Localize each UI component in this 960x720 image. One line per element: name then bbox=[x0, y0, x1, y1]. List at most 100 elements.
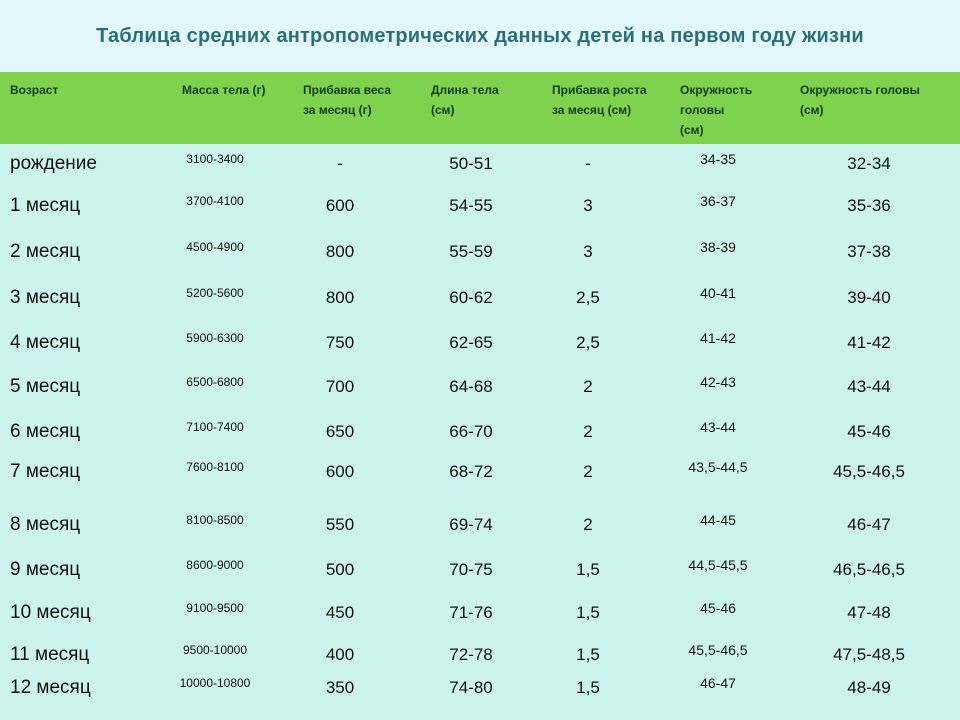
cell-age: 8 месяц bbox=[10, 514, 81, 535]
cell-mass: 10000-10800 bbox=[179, 676, 251, 690]
cell-head-circ-2: 41-42 bbox=[847, 333, 891, 352]
header-weight-gain-line1: Прибавка веса bbox=[303, 83, 392, 97]
table-row: 3 месяц 5200-5600 800 60-62 2,5 40-41 39… bbox=[0, 278, 960, 318]
header-length-line2: (см) bbox=[431, 103, 455, 117]
cell-length: 55-59 bbox=[449, 242, 493, 261]
table-row: 12 месяц 10000-10800 350 74-80 1,5 46-47… bbox=[0, 668, 960, 708]
cell-weight-gain: 800 bbox=[325, 288, 355, 307]
cell-age: 4 месяц bbox=[10, 332, 81, 353]
cell-length: 64-68 bbox=[449, 377, 493, 396]
header-age: Возраст bbox=[10, 80, 58, 100]
header-head-circ-1-line3: (см) bbox=[680, 123, 704, 137]
cell-length: 50-51 bbox=[449, 154, 493, 173]
cell-head-circ-1: 43-44 bbox=[700, 419, 736, 435]
header-height-gain: Прибавка роста за месяц (см) bbox=[552, 80, 647, 120]
cell-height-gain: 2,5 bbox=[576, 333, 600, 352]
table-row: 11 месяц 9500-10000 400 72-78 1,5 45,5-4… bbox=[0, 635, 960, 675]
header-head-circ-1-line1: Окружность bbox=[680, 83, 753, 97]
cell-head-circ-2: 47,5-48,5 bbox=[833, 645, 905, 664]
header-head-circ-1: Окружность головы (см) bbox=[680, 80, 752, 140]
cell-length: 69-74 bbox=[449, 515, 493, 534]
cell-age: рождение bbox=[10, 153, 97, 174]
cell-weight-gain: 750 bbox=[325, 333, 355, 352]
cell-height-gain: 1,5 bbox=[576, 678, 600, 697]
cell-head-circ-2: 45,5-46,5 bbox=[833, 462, 905, 481]
table-row: рождение 3100-3400 - 50-51 - 34-35 32-34 bbox=[0, 144, 960, 184]
cell-mass: 7100-7400 bbox=[186, 420, 244, 434]
cell-height-gain: 1,5 bbox=[576, 603, 600, 622]
cell-height-gain: 2 bbox=[583, 377, 593, 396]
cell-weight-gain: 800 bbox=[325, 242, 355, 261]
cell-height-gain: 1,5 bbox=[576, 560, 600, 579]
cell-mass: 4500-4900 bbox=[186, 240, 244, 254]
cell-age: 12 месяц bbox=[10, 677, 91, 698]
cell-age: 11 месяц bbox=[10, 644, 90, 665]
cell-head-circ-2: 45-46 bbox=[847, 422, 891, 441]
cell-mass: 3100-3400 bbox=[186, 152, 244, 166]
table-row: 4 месяц 5900-6300 750 62-65 2,5 41-42 41… bbox=[0, 323, 960, 363]
header-head-circ-2: Окружность головы (см) bbox=[800, 80, 920, 120]
cell-weight-gain: 600 bbox=[325, 462, 355, 481]
cell-age: 1 месяц bbox=[10, 195, 81, 216]
cell-length: 68-72 bbox=[449, 462, 493, 481]
cell-age: 2 месяц bbox=[10, 241, 81, 262]
cell-head-circ-2: 48-49 bbox=[847, 678, 891, 697]
cell-height-gain: 3 bbox=[583, 242, 593, 261]
cell-head-circ-1: 38-39 bbox=[700, 239, 736, 255]
cell-head-circ-1: 41-42 bbox=[700, 330, 736, 346]
cell-weight-gain: 450 bbox=[325, 603, 355, 622]
cell-mass: 7600-8100 bbox=[186, 460, 244, 474]
cell-height-gain: 2 bbox=[583, 422, 593, 441]
cell-head-circ-1: 36-37 bbox=[700, 193, 736, 209]
cell-weight-gain: 550 bbox=[325, 515, 355, 534]
header-head-circ-2-line2: (см) bbox=[800, 103, 824, 117]
table-row: 9 месяц 8600-9000 500 70-75 1,5 44,5-45,… bbox=[0, 550, 960, 590]
cell-weight-gain: 650 bbox=[325, 422, 355, 441]
header-length: Длина тела (см) bbox=[431, 80, 499, 120]
cell-length: 72-78 bbox=[449, 645, 493, 664]
cell-height-gain: 2 bbox=[583, 462, 593, 481]
cell-height-gain: - bbox=[585, 154, 591, 173]
cell-mass: 8600-9000 bbox=[186, 558, 244, 572]
cell-mass: 6500-6800 bbox=[186, 375, 244, 389]
cell-head-circ-1: 45,5-46,5 bbox=[688, 642, 748, 658]
table-header: Возраст Масса тела (г) Прибавка веса за … bbox=[0, 72, 960, 144]
header-length-line1: Длина тела bbox=[431, 83, 499, 97]
cell-mass: 5200-5600 bbox=[186, 286, 244, 300]
cell-age: 3 месяц bbox=[10, 287, 81, 308]
cell-head-circ-2: 35-36 bbox=[847, 196, 891, 215]
header-weight-gain-line2: за месяц (г) bbox=[303, 103, 372, 117]
cell-length: 70-75 bbox=[449, 560, 493, 579]
cell-head-circ-2: 46-47 bbox=[847, 515, 891, 534]
table-body: рождение 3100-3400 - 50-51 - 34-35 32-34… bbox=[0, 144, 960, 720]
cell-weight-gain: 500 bbox=[325, 560, 355, 579]
cell-head-circ-1: 44-45 bbox=[700, 512, 736, 528]
cell-weight-gain: 600 bbox=[325, 196, 355, 215]
header-mass: Масса тела (г) bbox=[182, 80, 266, 100]
cell-head-circ-1: 44,5-45,5 bbox=[688, 557, 748, 573]
header-head-circ-2-line1: Окружность головы bbox=[800, 83, 920, 97]
cell-head-circ-2: 32-34 bbox=[847, 154, 891, 173]
cell-length: 60-62 bbox=[449, 288, 493, 307]
table-row: 2 месяц 4500-4900 800 55-59 3 38-39 37-3… bbox=[0, 232, 960, 272]
table-row: 6 месяц 7100-7400 650 66-70 2 43-44 45-4… bbox=[0, 412, 960, 452]
cell-mass: 9100-9500 bbox=[186, 601, 244, 615]
header-weight-gain: Прибавка веса за месяц (г) bbox=[303, 80, 391, 120]
cell-mass: 8100-8500 bbox=[186, 513, 244, 527]
cell-length: 71-76 bbox=[449, 603, 493, 622]
cell-height-gain: 1,5 bbox=[576, 645, 600, 664]
cell-head-circ-2: 46,5-46,5 bbox=[833, 560, 905, 579]
cell-height-gain: 2 bbox=[583, 515, 593, 534]
header-head-circ-1-line2: головы bbox=[680, 103, 725, 117]
header-mass-line: Масса тела (г) bbox=[182, 83, 266, 97]
cell-length: 54-55 bbox=[449, 196, 493, 215]
cell-height-gain: 3 bbox=[583, 196, 593, 215]
cell-weight-gain: 700 bbox=[325, 377, 355, 396]
cell-age: 7 месяц bbox=[10, 461, 81, 482]
header-height-gain-line2: за месяц (см) bbox=[552, 103, 632, 117]
cell-age: 9 месяц bbox=[10, 559, 81, 580]
table-row: 10 месяц 9100-9500 450 71-76 1,5 45-46 4… bbox=[0, 593, 960, 633]
title-band: Таблица средних антропометрических данны… bbox=[0, 0, 960, 72]
cell-age: 5 месяц bbox=[10, 376, 81, 397]
table-row: 1 месяц 3700-4100 600 54-55 3 36-37 35-3… bbox=[0, 186, 960, 226]
